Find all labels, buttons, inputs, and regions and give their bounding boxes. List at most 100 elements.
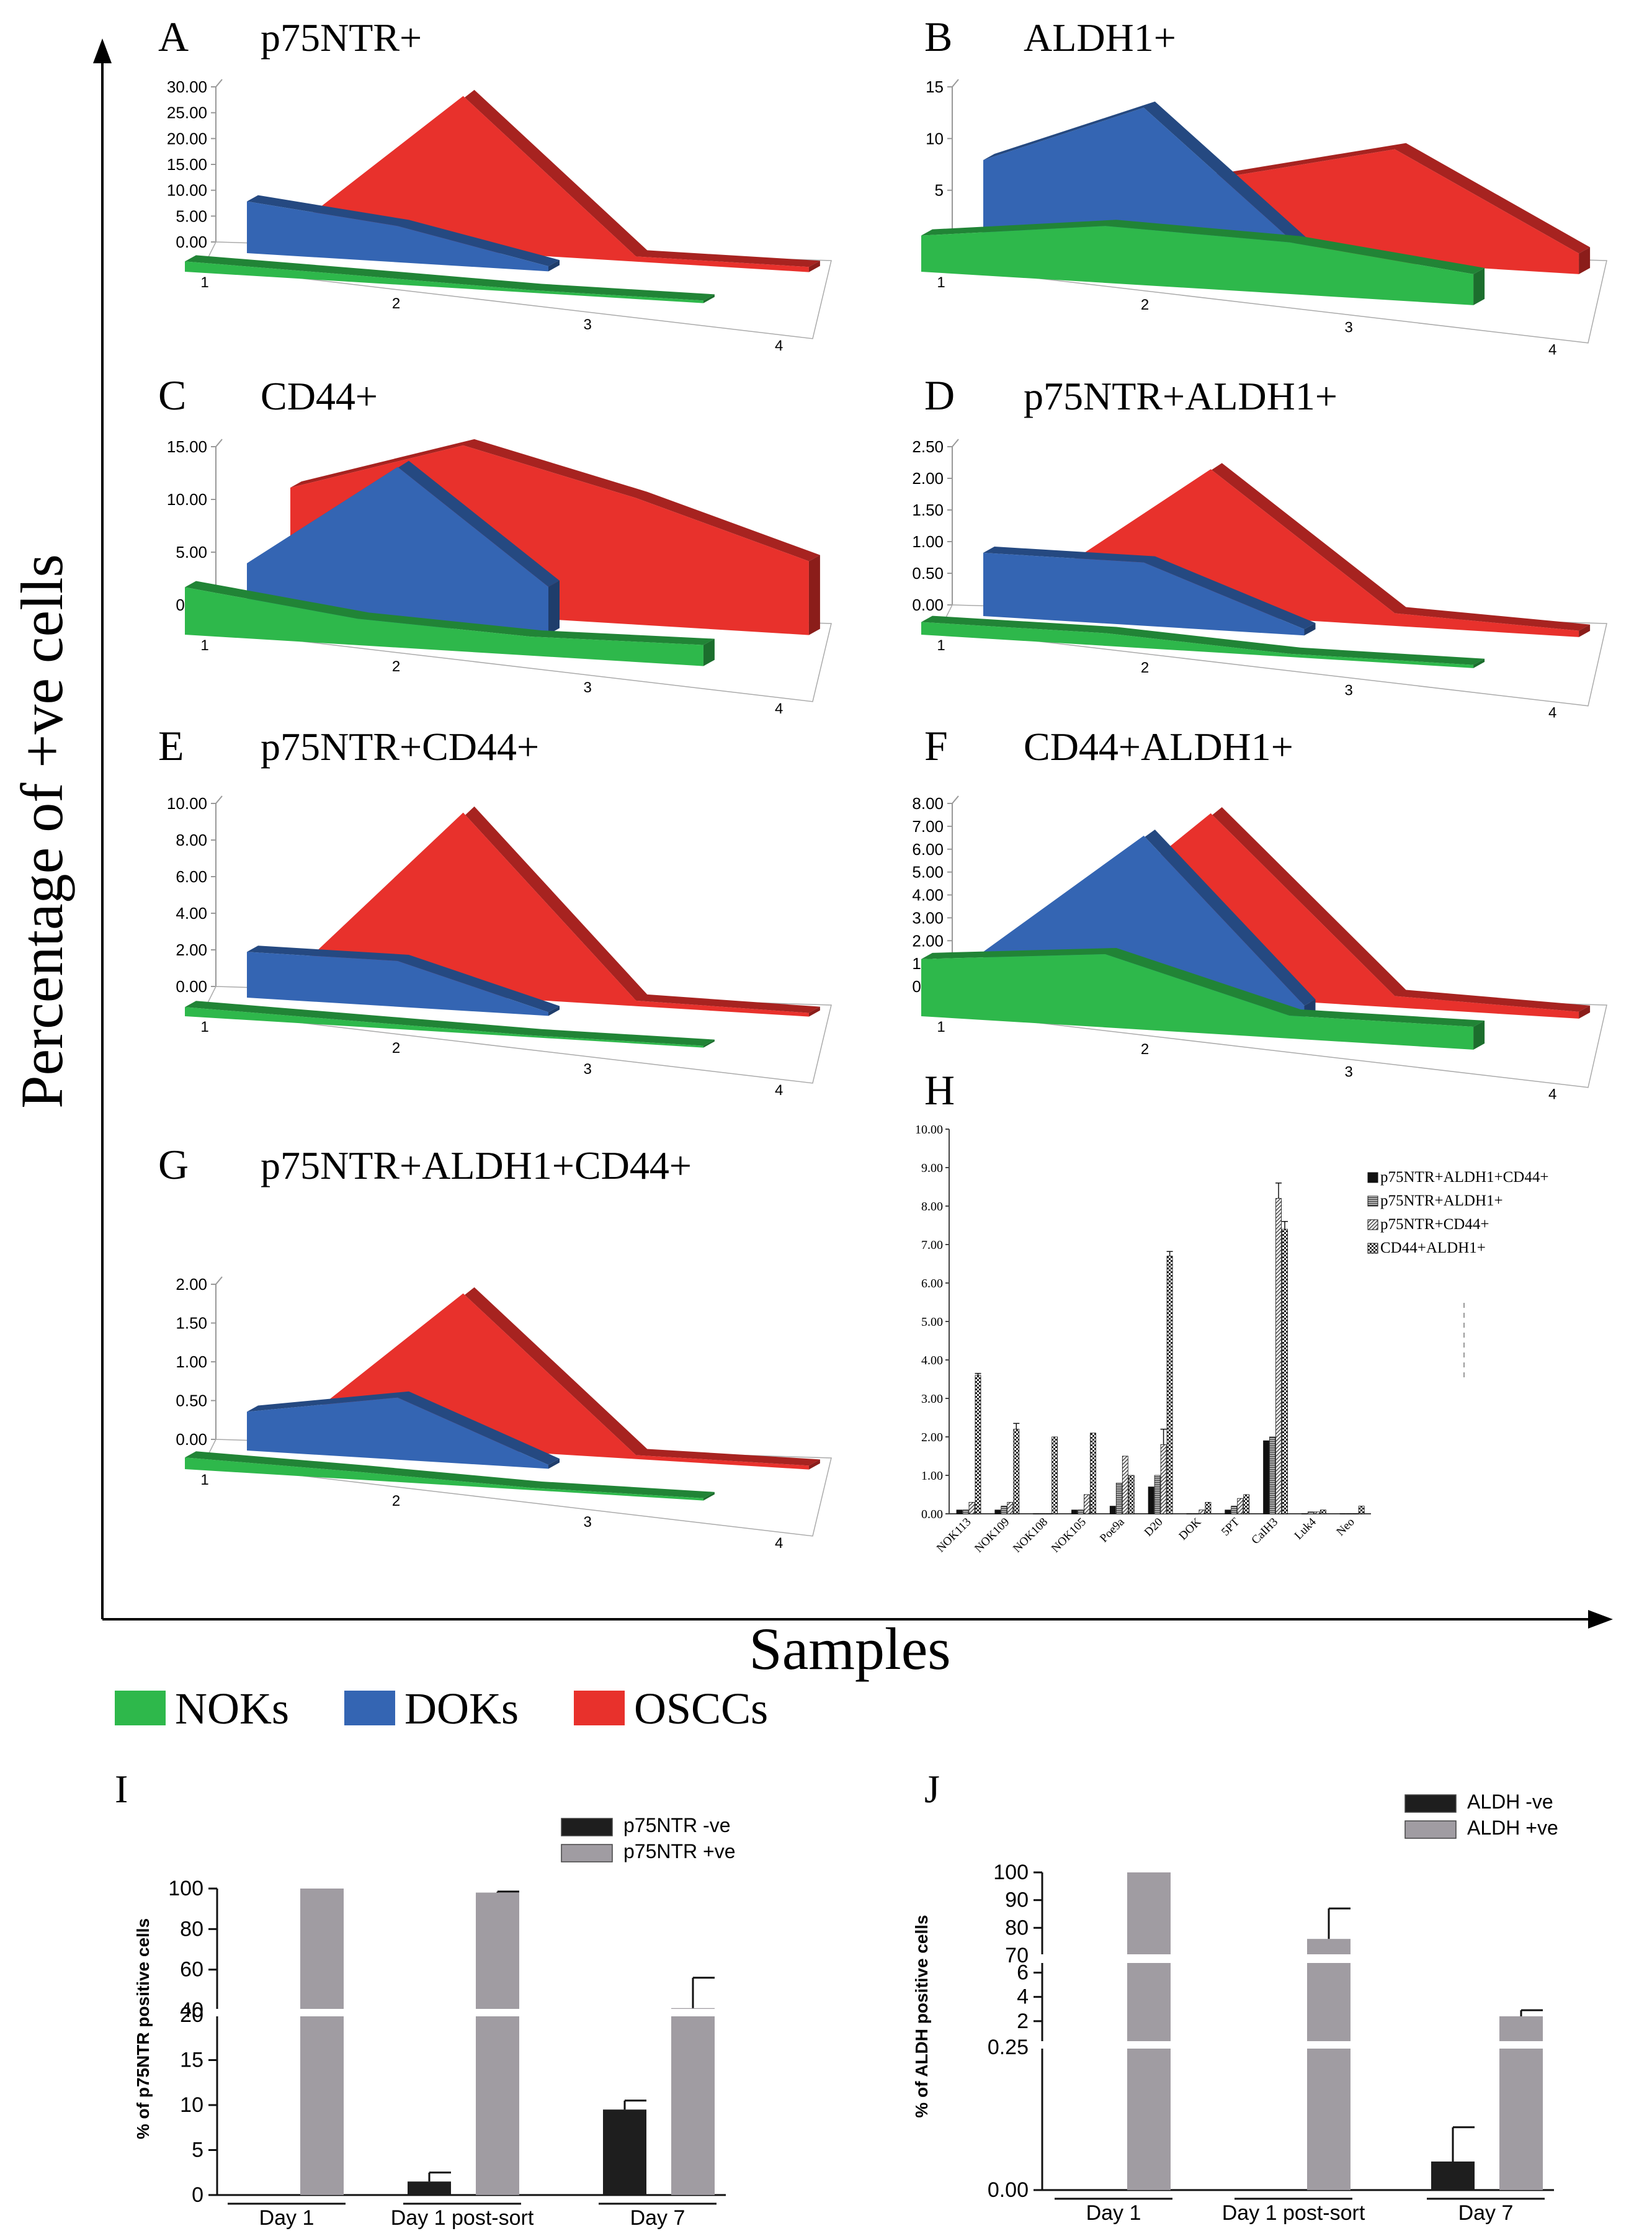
x-tick-label: Day 1 [1086,2201,1141,2225]
panel-letter: D [924,372,955,419]
bar-aldh-ve [1307,1939,1351,2190]
series-cap-noks [1473,267,1485,305]
bar-p75ntr-aldh1- [1154,1475,1161,1514]
x-tick-label: 2 [1141,297,1149,313]
x-tick-label: 4 [1548,341,1556,358]
series-bevel-noks [921,947,1485,1027]
y-tick-label: 10.00 [167,794,207,813]
y-axis-cap [215,79,223,87]
y-tick-label: 7.00 [912,817,944,836]
series-cap-doks [548,1459,560,1469]
bar-p75ntr-aldh1-cd44- [956,1509,963,1514]
y-tick-label: 1.00 [176,1352,207,1371]
y-tick-label: 0 [192,2183,203,2207]
legend-label: ALDH -ve [1467,1791,1553,1813]
panel-title: p75NTR+ [261,16,422,60]
series-cap-noks [1473,658,1485,668]
x-tick-label: NOK105 [1049,1516,1089,1555]
y-tick-label: 70 [1005,1944,1029,1967]
series-cap-doks [548,1006,560,1016]
bar-cd44-aldh1- [1319,1509,1326,1514]
y-tick-label: 0.25 [988,2036,1029,2059]
y-axis-cap [952,795,959,804]
y-axis-label: % of p75NTR positive cells [133,1918,153,2139]
bar-cd44-aldh1- [975,1375,981,1514]
bar-p75ntr-cd44- [1122,1455,1128,1514]
y-tick-label: 4.00 [912,886,944,905]
x-tick-label: 1 [200,637,208,654]
y-tick-label: 1.50 [176,1314,207,1333]
x-tick-label: D20 [1142,1516,1166,1539]
y-tick-label: 80 [1005,1916,1029,1939]
panel-title: CD44+ALDH1+ [1024,725,1293,769]
y-tick-label: 8.00 [921,1200,943,1214]
x-tick-label: Day 1 post-sort [1222,2201,1365,2225]
bar-p75ntr-aldh1- [1115,1482,1122,1514]
x-tick-label: 3 [583,679,591,696]
x-tick-label: 2 [392,658,400,675]
series-area-noks [185,261,703,303]
legend-swatch [561,1818,613,1836]
bar-p75ntr-aldh1-cd44- [1225,1509,1231,1514]
main-axes: Percentage of +ve cells Samples [9,38,1613,1682]
series-bevel-osccs [290,806,820,1013]
x-tick-label: 4 [775,1082,783,1099]
series-cap-osccs [808,261,820,272]
legend-label: p75NTR +ve [623,1840,736,1862]
series-bevel-noks [185,1001,715,1046]
series-cap-noks [1473,1020,1485,1050]
main-x-arrow [1588,1610,1613,1629]
y-tick-label: 1.00 [921,1469,943,1483]
bar-cd44-aldh1- [1166,1256,1173,1514]
y-tick-label: 8.00 [912,794,944,813]
legend-swatch-doks [344,1691,395,1725]
x-tick-label: 3 [1344,682,1352,699]
y-tick-label: 6.00 [912,840,944,859]
legend-label: ALDH +ve [1467,1817,1558,1839]
y-tick-label: 2.00 [912,931,944,950]
series-cap-osccs [1579,624,1591,637]
y-tick-label: 10 [180,2093,203,2117]
bar-p75ntr-aldh1- [1307,1511,1314,1514]
bar-p75ntr-aldh1- [1269,1436,1275,1514]
bar-p75ntr-aldh1-cd44- [1071,1509,1078,1514]
y-tick-label: 2.50 [912,437,944,456]
y-tick-label: 1.00 [912,532,944,551]
y-tick-label: 0.00 [176,233,207,251]
series-cap-osccs [1579,1005,1591,1019]
bar-p75ntr-ve [408,2181,451,2195]
series-cap-osccs [808,1006,820,1017]
figure-legend: NOKs DOKs OSCCs [115,1684,768,1733]
y-tick-label: 5 [935,181,944,200]
legend-swatch [1367,1172,1378,1183]
y-tick-label: 100 [168,1877,203,1900]
panel-letter: A [158,13,189,60]
y-tick-label: 60 [180,1958,203,1982]
x-tick-label: 3 [1344,319,1352,336]
x-tick-label: 4 [775,338,783,354]
series-cap-noks [703,638,715,666]
bar-p75ntr-cd44- [1275,1198,1282,1514]
bar-aldh-ve [1431,2162,1475,2190]
legend-swatch [1404,1820,1457,1839]
panel-title: p75NTR+CD44+ [261,725,539,769]
y-tick-label: 15 [926,78,944,96]
series-bevel-noks [185,255,715,301]
y-tick-label: 15.00 [167,155,207,174]
y-axis-label: % of ALDH positive cells [912,1915,931,2117]
bar-cd44-aldh1- [1243,1494,1250,1514]
panel-letter: B [924,13,952,60]
axis-break [1030,1954,1554,1963]
y-tick-label: 2 [1017,2010,1029,2033]
y-tick-label: 10.00 [167,490,207,509]
legend-label: p75NTR+ALDH1+ [1380,1192,1503,1209]
series-bevel-osccs [1027,143,1591,254]
legend-label: CD44+ALDH1+ [1380,1240,1486,1256]
panel-title: CD44+ [261,374,378,418]
x-tick-label: 2 [392,1493,400,1509]
series-cap-doks [548,260,560,272]
series-area-doks [247,1397,548,1469]
